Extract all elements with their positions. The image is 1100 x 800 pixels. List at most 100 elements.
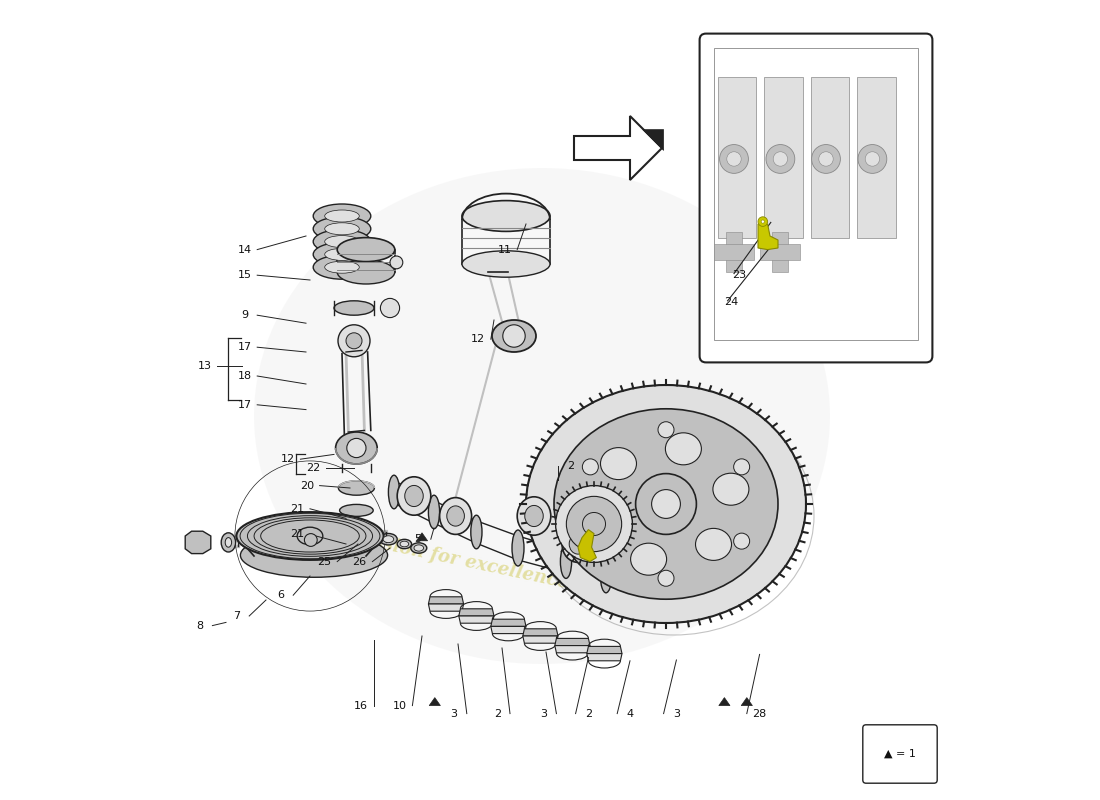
Ellipse shape bbox=[526, 385, 806, 623]
Text: 28: 28 bbox=[752, 709, 767, 718]
Polygon shape bbox=[718, 698, 730, 706]
Text: 8: 8 bbox=[196, 621, 204, 630]
Text: 3: 3 bbox=[673, 709, 680, 718]
Ellipse shape bbox=[630, 543, 667, 575]
Circle shape bbox=[812, 145, 840, 174]
Polygon shape bbox=[522, 636, 558, 643]
Circle shape bbox=[734, 533, 750, 549]
Bar bbox=[718, 77, 757, 238]
Text: 25: 25 bbox=[317, 557, 331, 566]
Text: 5: 5 bbox=[415, 534, 421, 544]
Polygon shape bbox=[578, 530, 596, 562]
Ellipse shape bbox=[471, 515, 482, 549]
Ellipse shape bbox=[324, 223, 360, 235]
Text: ▲ = 1: ▲ = 1 bbox=[884, 749, 916, 759]
Polygon shape bbox=[554, 646, 590, 653]
Ellipse shape bbox=[397, 539, 411, 549]
Ellipse shape bbox=[601, 448, 637, 480]
Text: a passion for excellence 1914: a passion for excellence 1914 bbox=[330, 524, 626, 604]
Circle shape bbox=[818, 152, 833, 166]
Ellipse shape bbox=[554, 409, 778, 599]
Ellipse shape bbox=[400, 541, 409, 547]
Ellipse shape bbox=[560, 545, 572, 578]
Circle shape bbox=[727, 152, 741, 166]
Circle shape bbox=[582, 533, 598, 549]
Polygon shape bbox=[491, 626, 526, 634]
Ellipse shape bbox=[695, 528, 732, 560]
Text: 9: 9 bbox=[241, 310, 248, 320]
Ellipse shape bbox=[440, 498, 472, 534]
Ellipse shape bbox=[414, 545, 424, 551]
Text: 20: 20 bbox=[299, 481, 314, 490]
Text: 12: 12 bbox=[280, 454, 295, 464]
Circle shape bbox=[866, 152, 880, 166]
Ellipse shape bbox=[569, 534, 586, 554]
Ellipse shape bbox=[221, 533, 235, 552]
FancyBboxPatch shape bbox=[700, 34, 933, 362]
Ellipse shape bbox=[383, 536, 394, 542]
Circle shape bbox=[582, 459, 598, 475]
Polygon shape bbox=[428, 597, 463, 604]
Text: 14: 14 bbox=[238, 245, 252, 254]
Circle shape bbox=[305, 534, 317, 546]
Polygon shape bbox=[522, 629, 558, 636]
Text: 22: 22 bbox=[306, 463, 320, 473]
Ellipse shape bbox=[338, 238, 395, 262]
Text: 18: 18 bbox=[238, 371, 252, 381]
Text: 21: 21 bbox=[290, 504, 305, 514]
Polygon shape bbox=[586, 654, 622, 661]
Text: 15: 15 bbox=[238, 270, 252, 280]
Ellipse shape bbox=[410, 542, 427, 554]
Circle shape bbox=[773, 152, 788, 166]
Ellipse shape bbox=[447, 506, 464, 526]
Polygon shape bbox=[741, 698, 752, 706]
Ellipse shape bbox=[462, 201, 550, 231]
Text: 7: 7 bbox=[233, 611, 240, 621]
Bar bbox=[857, 77, 895, 238]
Circle shape bbox=[346, 333, 362, 349]
Text: 6: 6 bbox=[277, 590, 284, 600]
Ellipse shape bbox=[314, 217, 371, 241]
Ellipse shape bbox=[339, 481, 374, 495]
Ellipse shape bbox=[517, 497, 551, 535]
Ellipse shape bbox=[562, 526, 594, 562]
Circle shape bbox=[658, 570, 674, 586]
Circle shape bbox=[651, 490, 681, 518]
Ellipse shape bbox=[324, 261, 360, 274]
Ellipse shape bbox=[226, 538, 232, 547]
Polygon shape bbox=[642, 130, 663, 150]
Polygon shape bbox=[459, 609, 494, 616]
Ellipse shape bbox=[512, 530, 524, 566]
Ellipse shape bbox=[324, 235, 360, 248]
Ellipse shape bbox=[314, 230, 371, 254]
Polygon shape bbox=[586, 646, 622, 654]
Polygon shape bbox=[491, 619, 526, 626]
Bar bbox=[714, 48, 918, 340]
Ellipse shape bbox=[297, 527, 322, 545]
Ellipse shape bbox=[666, 433, 702, 465]
Bar bbox=[811, 77, 849, 238]
Polygon shape bbox=[574, 116, 662, 180]
Ellipse shape bbox=[397, 477, 431, 515]
Circle shape bbox=[503, 325, 525, 347]
Circle shape bbox=[381, 298, 399, 318]
Circle shape bbox=[734, 459, 750, 475]
Circle shape bbox=[658, 422, 674, 438]
Bar bbox=[772, 232, 789, 272]
Ellipse shape bbox=[428, 495, 440, 529]
Bar bbox=[714, 244, 754, 260]
Circle shape bbox=[858, 145, 887, 174]
Circle shape bbox=[758, 217, 768, 226]
Circle shape bbox=[761, 220, 764, 223]
Ellipse shape bbox=[241, 533, 387, 578]
Text: 2: 2 bbox=[494, 709, 501, 718]
Ellipse shape bbox=[492, 320, 536, 352]
Ellipse shape bbox=[336, 432, 377, 464]
Circle shape bbox=[766, 145, 795, 174]
Ellipse shape bbox=[314, 204, 371, 228]
Text: 3: 3 bbox=[540, 709, 547, 718]
Bar bbox=[726, 232, 742, 272]
Text: 4: 4 bbox=[626, 709, 634, 718]
Ellipse shape bbox=[379, 534, 397, 545]
Circle shape bbox=[556, 486, 632, 562]
